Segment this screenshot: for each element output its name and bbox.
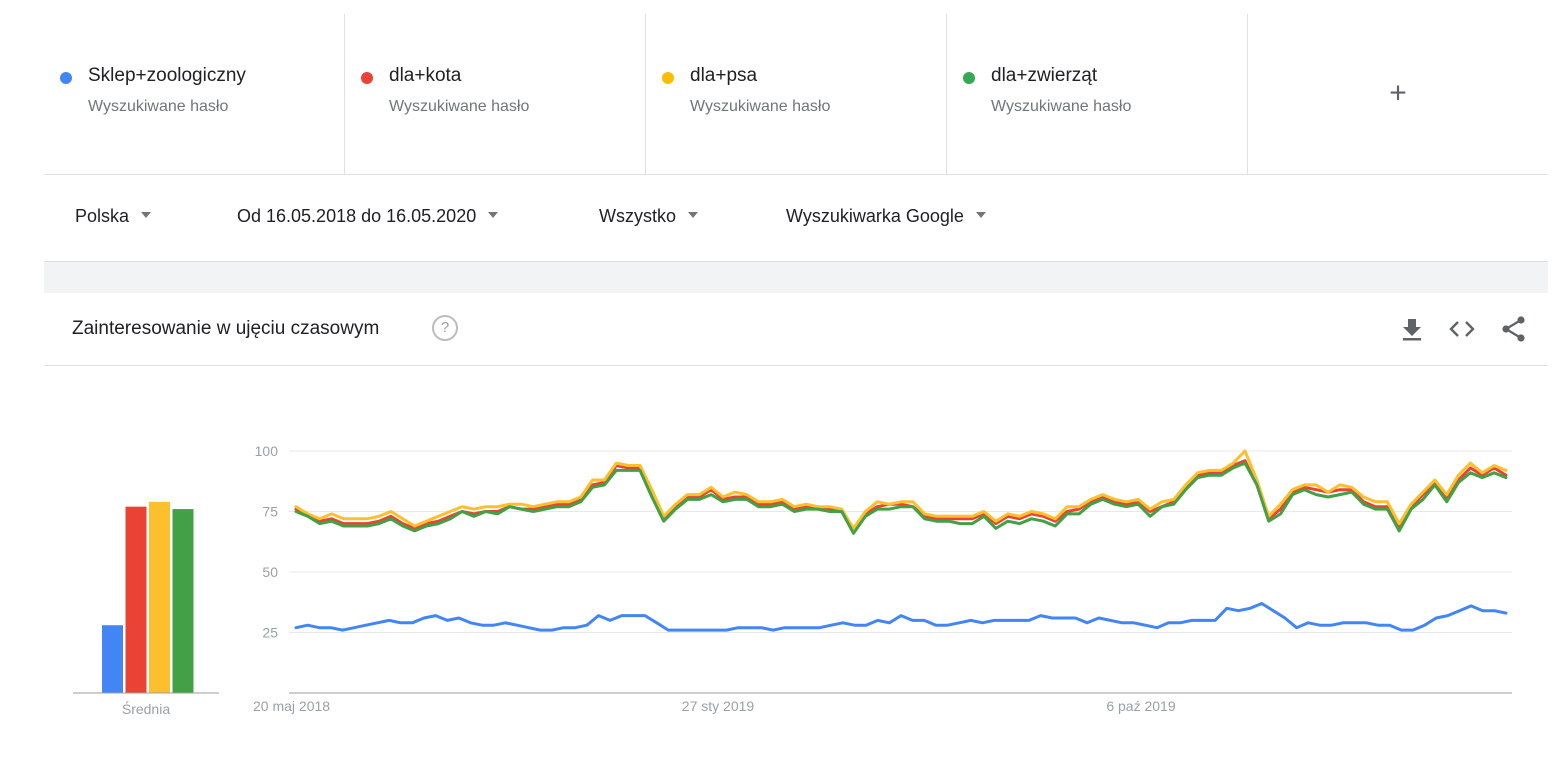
dropdown-arrow-icon	[488, 212, 499, 219]
share-icon[interactable]	[1500, 316, 1528, 342]
region-label: Polska	[75, 206, 130, 226]
category-label: Wszystko	[599, 206, 677, 226]
section-separator	[44, 261, 1548, 293]
dropdown-arrow-icon	[141, 212, 152, 219]
x-tick-label-2: 27 sty 2019	[682, 698, 755, 714]
term-name: dla+psa	[690, 65, 758, 86]
y-tick-label-50: 50	[262, 564, 278, 580]
term-type: Wyszukiwane hasło	[690, 98, 831, 115]
x-tick-label-1: 20 maj 2018	[253, 698, 330, 714]
plus-icon: +	[1389, 76, 1407, 110]
average-bar-4[interactable]	[172, 509, 194, 693]
add-term-button[interactable]: +	[1248, 14, 1548, 174]
term-card-2[interactable]: dla+kota Wyszukiwane hasło	[345, 14, 646, 174]
category-dropdown[interactable]: Wszystko	[599, 206, 699, 227]
y-tick-label-100: 100	[255, 443, 279, 459]
series-line-1[interactable]	[294, 602, 1508, 632]
term-name: Sklep+zoologiczny	[88, 65, 246, 86]
term-color-dot	[60, 72, 72, 84]
term-name: dla+kota	[389, 65, 462, 86]
time-range-label: Od 16.05.2018 do 16.05.2020	[237, 206, 477, 226]
embed-icon[interactable]	[1448, 316, 1476, 342]
term-type: Wyszukiwane hasło	[389, 98, 530, 115]
card-title: Zainteresowanie w ujęciu czasowym	[72, 318, 380, 339]
help-icon[interactable]: ?	[432, 315, 458, 341]
x-tick-label-3: 6 paź 2019	[1106, 698, 1175, 714]
term-color-dot	[963, 72, 975, 84]
filters-bar: Polska Od 16.05.2018 do 16.05.2020 Wszys…	[44, 175, 1548, 261]
average-bar-3[interactable]	[149, 501, 170, 693]
series-line-3[interactable]	[294, 449, 1508, 530]
line-chart-grid: 25 50 75 100	[255, 443, 1512, 641]
download-icon[interactable]	[1398, 316, 1426, 342]
term-type: Wyszukiwane hasło	[88, 98, 229, 115]
time-range-dropdown[interactable]: Od 16.05.2018 do 16.05.2020	[237, 206, 499, 227]
average-bar-1[interactable]	[102, 625, 123, 693]
interest-over-time-header: Zainteresowanie w ujęciu czasowym ?	[44, 292, 1548, 366]
average-bar-chart	[102, 501, 194, 693]
dropdown-arrow-icon	[975, 212, 986, 219]
term-color-dot	[662, 72, 674, 84]
search-property-dropdown[interactable]: Wyszukiwarka Google	[786, 206, 986, 227]
region-dropdown[interactable]: Polska	[75, 206, 152, 227]
dropdown-arrow-icon	[688, 212, 699, 219]
series-line-4[interactable]	[294, 461, 1508, 535]
average-bar-2[interactable]	[125, 506, 147, 693]
term-card-4[interactable]: dla+zwierząt Wyszukiwane hasło	[947, 14, 1248, 174]
search-terms-row: Sklep+zoologiczny Wyszukiwane hasło dla+…	[44, 14, 1548, 175]
line-chart-series	[294, 449, 1508, 632]
term-card-3[interactable]: dla+psa Wyszukiwane hasło	[646, 14, 947, 174]
term-color-dot	[361, 72, 373, 84]
y-tick-label-75: 75	[262, 504, 278, 520]
term-card-1[interactable]: Sklep+zoologiczny Wyszukiwane hasło	[44, 14, 345, 174]
term-type: Wyszukiwane hasło	[991, 98, 1132, 115]
series-line-2[interactable]	[294, 459, 1508, 530]
term-name: dla+zwierząt	[991, 65, 1098, 86]
y-tick-label-25: 25	[262, 625, 278, 641]
search-property-label: Wyszukiwarka Google	[786, 206, 964, 226]
average-label: Średnia	[122, 700, 170, 717]
